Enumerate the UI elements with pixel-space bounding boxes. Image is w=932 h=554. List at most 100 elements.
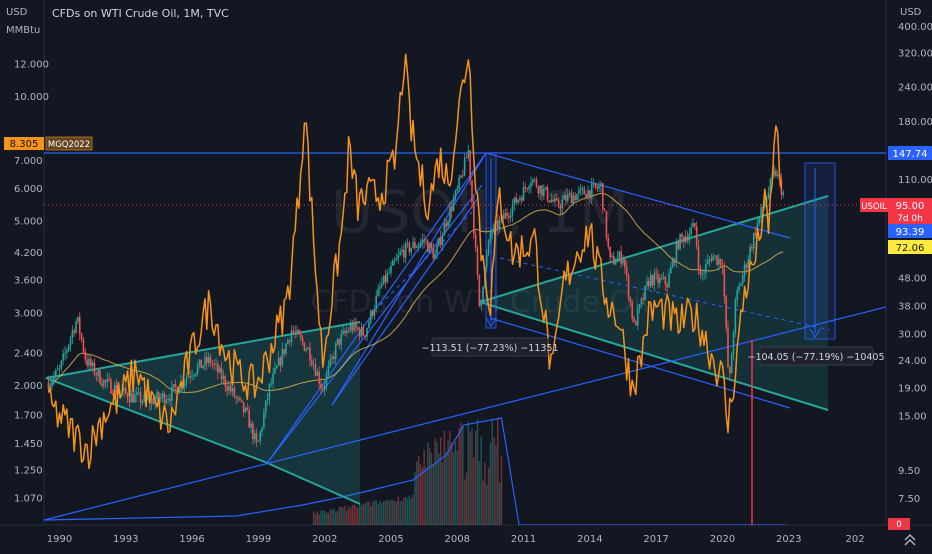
candle-body (161, 393, 164, 398)
volume-bar (443, 430, 446, 525)
candle-body (345, 331, 348, 333)
candle-body (629, 297, 632, 303)
measure-box-2022[interactable] (804, 162, 836, 340)
candle-body (745, 264, 748, 268)
candle-body (301, 337, 304, 343)
volume-bar (456, 450, 458, 525)
long-trendline[interactable] (44, 306, 890, 521)
time-tick-label: 1993 (113, 534, 138, 545)
candle-body (338, 338, 341, 345)
candle-body (371, 310, 374, 316)
candle-body (675, 242, 678, 263)
candle-body (546, 187, 549, 201)
candle-body (406, 242, 409, 244)
candle-body (257, 440, 260, 442)
dashed-fan-line[interactable] (379, 211, 473, 306)
price-badge-zero: 0 (888, 518, 910, 530)
candle-body (666, 284, 669, 288)
chart-title: CFDs on WTI Crude Oil, 1M, TVC (52, 7, 229, 20)
chevron-up-icon[interactable] (904, 534, 916, 546)
volume-bar (451, 442, 453, 525)
volume-bar (484, 462, 486, 525)
measure-label-2008[interactable]: −113.51 (−77.23%) −11351 (421, 337, 559, 357)
candle-body (167, 398, 169, 401)
candle-body (511, 205, 514, 216)
mgq2022-line[interactable] (47, 53, 783, 470)
candle-body (334, 344, 337, 360)
candle-body (692, 223, 694, 228)
support-trendline[interactable] (489, 317, 791, 409)
candle-body (502, 215, 505, 219)
candle-body (450, 206, 453, 211)
right-tick-label: 9.50 (898, 466, 920, 477)
candle-body (682, 236, 685, 243)
left-tick-label: 1.700 (14, 410, 43, 421)
candle-body (147, 398, 149, 400)
candle-body (589, 190, 591, 199)
right-tick-label: 38.00 (898, 301, 927, 312)
candle-body (528, 186, 530, 189)
candle-body (642, 298, 645, 300)
volume-bar (362, 503, 365, 525)
volume-bar (336, 510, 339, 525)
candle-body (740, 283, 742, 286)
volume-bar (491, 419, 493, 525)
triangle-lower-edge-2[interactable] (479, 301, 829, 411)
time-axis[interactable]: 1990 1993 1996 1999 2002 2005 2008 2011 2014 2017… (47, 534, 865, 545)
volume-bar (445, 451, 447, 525)
mgq2022-layer[interactable] (47, 53, 783, 470)
candle-body (165, 400, 168, 404)
candle-body (752, 232, 755, 249)
candle-body (706, 260, 709, 265)
candle-body (240, 399, 243, 402)
triangle-lower-edge-1[interactable] (264, 461, 361, 505)
dashed-trendline[interactable] (499, 257, 831, 331)
candle-body (174, 384, 177, 388)
candle-body (358, 329, 361, 337)
measure-label-2022[interactable]: −104.05 (−77.19%) −10405 (747, 346, 885, 366)
resistance-trendline[interactable] (485, 152, 791, 239)
fan-line-3[interactable] (331, 152, 487, 406)
volume-bar (432, 464, 435, 525)
candle-body (268, 383, 271, 399)
candle-body (721, 265, 724, 269)
candle-body (84, 351, 87, 360)
candle-body (760, 207, 762, 218)
candle-body (520, 197, 523, 201)
candle-body (613, 255, 615, 265)
volume-bar (410, 498, 412, 525)
candle-body (743, 264, 746, 276)
triangle-upper-edge-1[interactable] (45, 321, 361, 379)
candle-body (601, 183, 604, 210)
right-tick-label: 320.00 (898, 48, 932, 59)
fan-line-4[interactable] (331, 197, 479, 406)
candle-body (618, 251, 621, 258)
volume-bar (379, 501, 381, 525)
volume-bar (474, 430, 477, 525)
candle-body (78, 316, 81, 334)
candle-body (80, 333, 83, 340)
volume-bar (323, 511, 326, 525)
volume-bar (439, 437, 442, 525)
volume-bar (425, 466, 427, 525)
left-tick-label: 2.400 (14, 348, 43, 359)
candle-body (99, 370, 101, 384)
candle-body (554, 198, 556, 202)
candle-body (130, 393, 133, 403)
candle-body (543, 188, 545, 196)
left-price-axis[interactable]: 12.000 10.000 7.000 6.000 5.000 4.200 3.600 3.0… (14, 59, 49, 504)
right-tick-label: 48.00 (898, 274, 927, 285)
candle-body (764, 202, 766, 208)
candle-body (581, 188, 584, 190)
candle-body (379, 286, 381, 289)
candle-body (368, 322, 370, 329)
triangle-left-edge-1[interactable] (45, 377, 266, 463)
candle-body (719, 258, 722, 266)
candle-body (576, 194, 578, 201)
candle-body (498, 219, 501, 229)
candle-body (445, 223, 448, 227)
candle-body (261, 427, 263, 432)
